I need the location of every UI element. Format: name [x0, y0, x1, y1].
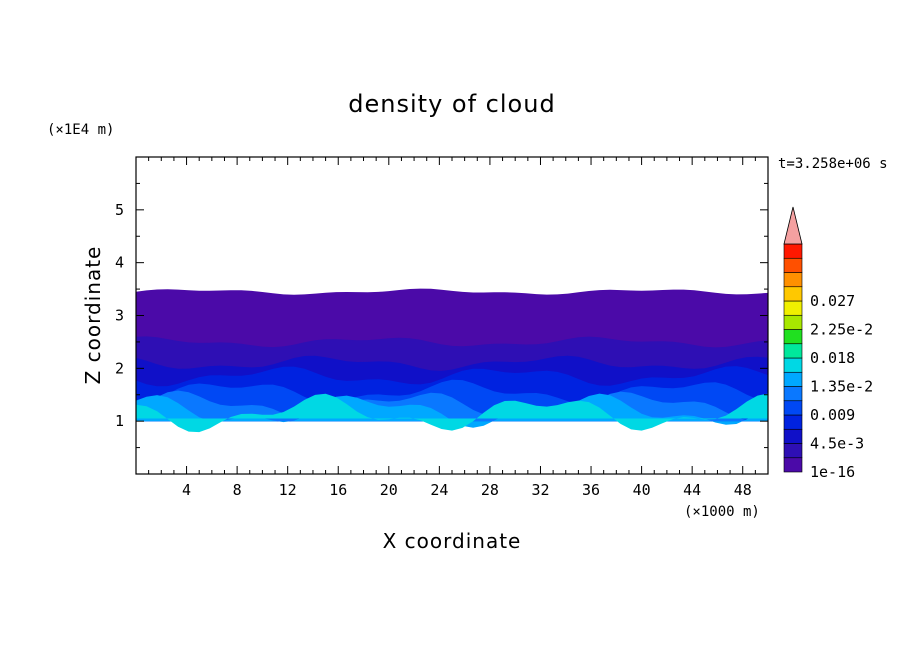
y-tick-label: 3: [115, 307, 124, 325]
x-axis-label: X coordinate: [383, 529, 522, 553]
chart-title: density of cloud: [348, 90, 555, 118]
colorbar-extend-arrow: [783, 206, 803, 245]
y-tick-label: 2: [115, 359, 124, 377]
y-tick-label: 1: [115, 412, 124, 430]
y-tick-label: 5: [115, 201, 124, 219]
colorbar-label: 1e-16: [810, 463, 855, 481]
colorbar-swatch: [783, 243, 803, 259]
x-axis-ticks: 4 8 12 16 20 24 28 32 36 40 44 48: [148, 157, 756, 499]
x-tick-label: 12: [279, 481, 297, 499]
x-tick-label: 20: [380, 481, 398, 499]
x-tick-label: 16: [329, 481, 347, 499]
colorbar-swatch: [783, 257, 803, 273]
density-band-level-7: [136, 393, 768, 433]
colorbar-swatch: [783, 371, 803, 387]
colorbar-swatch: [783, 329, 803, 345]
colorbar-label: 1.35e-2: [810, 378, 873, 396]
y-axis-ticks: 1 2 3 4 5: [115, 182, 768, 449]
colorbar-swatch: [783, 286, 803, 302]
colorbar-swatch: [783, 400, 803, 416]
colorbar-label: 2.25e-2: [810, 321, 873, 339]
y-axis-label: Z coordinate: [81, 246, 105, 385]
colorbar-swatch: [783, 457, 803, 473]
x-tick-label: 32: [531, 481, 549, 499]
colorbar-label: 0.009: [810, 406, 855, 424]
colorbar-swatch: [783, 272, 803, 288]
colorbar-swatch: [783, 428, 803, 444]
colorbar-swatch: [783, 443, 803, 459]
x-tick-label: 24: [430, 481, 448, 499]
x-tick-label: 4: [182, 481, 191, 499]
cloud-density-field: [136, 288, 768, 433]
y-unit-label: (×1E4 m): [47, 122, 114, 138]
x-tick-label: 8: [233, 481, 242, 499]
colorbar-label: 0.018: [810, 349, 855, 367]
x-tick-label: 28: [481, 481, 499, 499]
colorbar-label: 0.027: [810, 292, 855, 310]
x-tick-label: 40: [633, 481, 651, 499]
colorbar-swatch: [783, 300, 803, 316]
x-tick-label: 44: [683, 481, 701, 499]
x-tick-label: 48: [734, 481, 752, 499]
colorbar-swatch: [783, 343, 803, 359]
colorbar-swatch: [783, 357, 803, 373]
y-tick-label: 4: [115, 254, 124, 272]
colorbar-label: 4.5e-3: [810, 435, 864, 453]
density-band-level-6: [136, 393, 768, 428]
time-label: t=3.258e+06 s: [778, 156, 888, 172]
colorbar-swatch: [783, 386, 803, 402]
x-tick-label: 36: [582, 481, 600, 499]
colorbar: 1e-16 4.5e-3 0.009 1.35e-2 0.018 2.25e-2 0.027: [783, 206, 873, 481]
colorbar-swatch: [783, 414, 803, 430]
x-unit-label: (×1000 m): [684, 504, 760, 520]
colorbar-swatch: [783, 314, 803, 330]
